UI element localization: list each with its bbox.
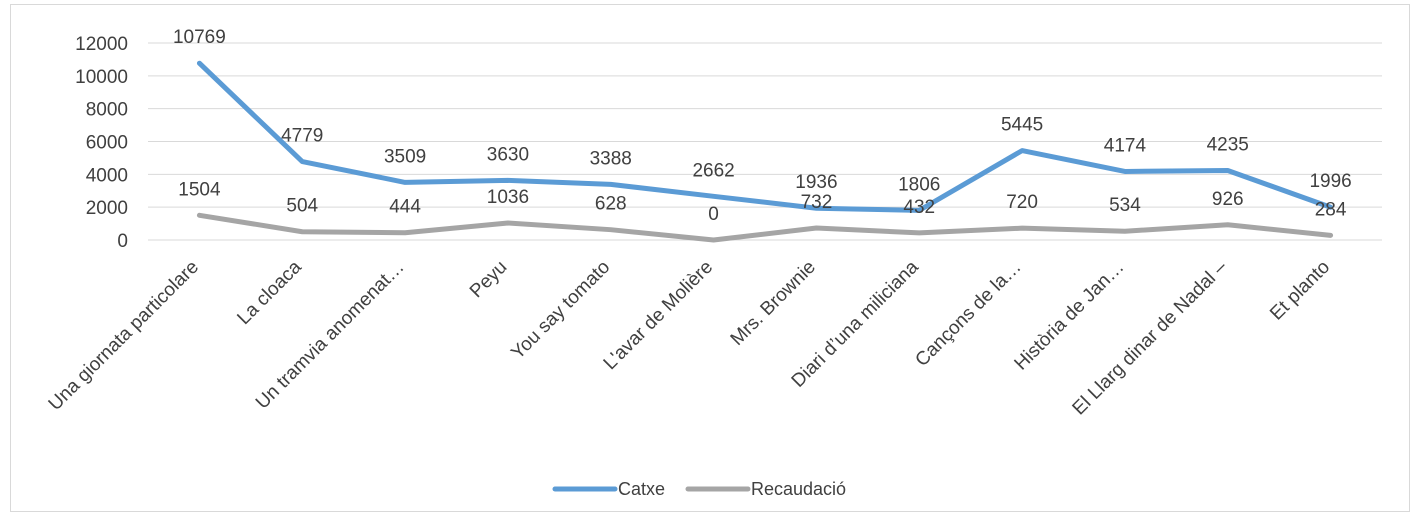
y-tick-label: 12000 — [75, 34, 128, 55]
data-label: 4235 — [1207, 134, 1249, 155]
gridlines — [148, 42, 1382, 241]
x-tick-label: Et planto — [1266, 257, 1334, 325]
series-lines — [196, 60, 1334, 243]
y-tick-label: 0 — [117, 231, 128, 252]
data-label: 5445 — [1001, 115, 1043, 136]
x-tick-label: You say tomato — [507, 257, 614, 364]
data-label: 444 — [389, 197, 421, 218]
x-tick-label: Peyu — [466, 257, 511, 302]
series-line-catxe — [196, 60, 1334, 213]
data-label: 2662 — [692, 160, 734, 181]
data-label: 4779 — [281, 126, 323, 147]
data-label: 1504 — [178, 179, 221, 200]
series-line-recaudació — [196, 212, 1334, 243]
data-label: 1806 — [898, 174, 940, 195]
data-label: 284 — [1315, 199, 1347, 220]
data-label: 720 — [1006, 192, 1038, 213]
x-tick-label: La cloaca — [233, 256, 306, 329]
data-label: 432 — [903, 197, 935, 218]
data-label: 10769 — [173, 27, 226, 48]
legend-label: Recaudació — [751, 479, 846, 499]
data-labels: 10769 4779 3509 3630 3388 2662 1936 1806 5445 417… — [173, 27, 1352, 225]
data-label: 3388 — [590, 148, 632, 169]
y-tick-label: 6000 — [86, 133, 128, 154]
y-tick-label: 2000 — [86, 198, 128, 219]
data-label: 534 — [1109, 195, 1141, 216]
y-tick-label: 8000 — [86, 100, 128, 121]
legend-label: Catxe — [618, 479, 665, 499]
data-label: 732 — [801, 192, 833, 213]
data-label: 4174 — [1104, 135, 1147, 156]
data-label: 0 — [708, 204, 719, 225]
data-label: 1936 — [795, 172, 837, 193]
data-label: 3509 — [384, 146, 426, 167]
legend: Catxe Recaudació — [552, 479, 846, 499]
y-tick-label: 10000 — [75, 67, 128, 88]
data-label: 1996 — [1309, 171, 1351, 192]
x-tick-label: L'avar de Molière — [600, 257, 717, 374]
y-tick-label: 4000 — [86, 165, 128, 186]
x-tick-label: Mrs. Brownie — [727, 257, 820, 350]
data-label: 504 — [286, 196, 318, 217]
data-label: 3630 — [487, 144, 529, 165]
x-tick-label: Cançons de la… — [911, 257, 1025, 371]
y-axis-ticks: 0 2000 4000 6000 8000 10000 12000 — [75, 34, 128, 252]
chart-frame — [10, 4, 1410, 512]
data-label: 926 — [1212, 189, 1244, 210]
data-label: 628 — [595, 194, 627, 215]
x-tick-label: Una giornata particolare — [45, 257, 203, 415]
x-tick-label: Història de Jan… — [1011, 257, 1129, 375]
data-label: 1036 — [487, 187, 529, 208]
